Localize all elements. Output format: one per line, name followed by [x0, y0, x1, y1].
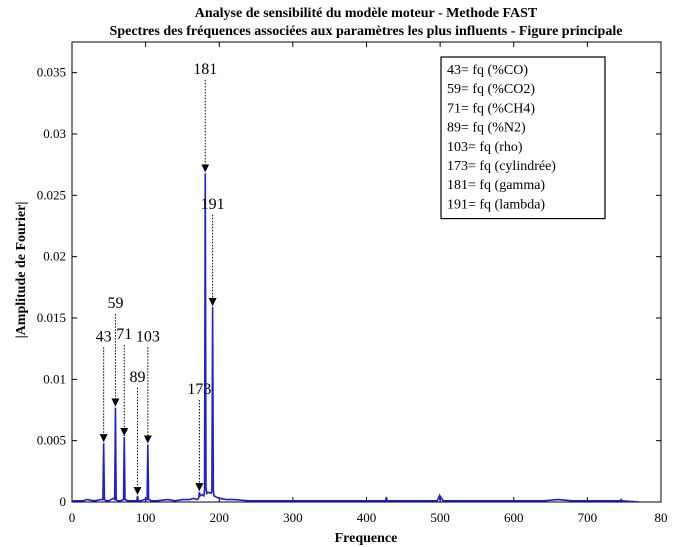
x-tick-label: 0	[69, 510, 76, 525]
legend-entry: 43= fq (%CO)	[447, 63, 528, 78]
x-tick-label: 100	[136, 510, 156, 525]
y-tick-label: 0	[60, 494, 67, 509]
x-tick-label: 200	[210, 510, 230, 525]
annotation-label-43: 43	[96, 328, 112, 345]
chart-subtitle: Spectres des fréquences associées aux pa…	[110, 24, 623, 39]
legend-entry: 191= fq (lambda)	[447, 197, 545, 212]
y-tick-label: 0.035	[37, 65, 66, 80]
annotation-label-103: 103	[136, 328, 160, 345]
legend-box	[440, 56, 606, 220]
x-tick-label: 300	[283, 510, 303, 525]
annotation-label-181: 181	[193, 61, 217, 78]
y-tick-label: 0.005	[37, 433, 66, 448]
y-tick-label: 0.015	[37, 310, 66, 325]
plot-area: 0 100 200 300 400 500 600 700 8000.0050.010.0150…	[37, 41, 668, 525]
legend-entry: 59= fq (%CO2)	[447, 82, 535, 97]
series-line-0	[72, 173, 639, 502]
legend-entry: 71= fq (%CH4)	[447, 101, 535, 116]
x-tick-label: 500	[430, 510, 450, 525]
y-tick-label: 0.025	[37, 187, 66, 202]
y-tick-label: 0.02	[43, 249, 66, 264]
annotation-label-71: 71	[116, 326, 132, 343]
x-axis-label: Frequence	[335, 531, 398, 546]
legend-entry: 173= fq (cylindrée)	[447, 159, 556, 174]
x-tick-label: 700	[578, 510, 598, 525]
legend-entry: 89= fq (%N2)	[447, 121, 526, 136]
x-tick-label: 600	[504, 510, 524, 525]
annotation-label-59: 59	[107, 295, 123, 312]
annotation-label-89: 89	[130, 369, 146, 386]
annotation-label-173: 173	[187, 381, 211, 398]
y-tick-label: 0.01	[43, 371, 66, 386]
y-tick-label: 0.03	[43, 126, 66, 141]
chart-title: Analyse de sensibilité du modèle moteur …	[195, 6, 538, 21]
legend-entry: 181= fq (gamma)	[447, 178, 545, 193]
x-tick-label: 80	[655, 510, 668, 525]
x-tick-label: 400	[357, 510, 377, 525]
annotation-label-191: 191	[201, 196, 225, 213]
y-axis-label: |Amplitude de Fourier|	[14, 202, 29, 339]
legend-entry: 103= fq (rho)	[447, 140, 523, 155]
